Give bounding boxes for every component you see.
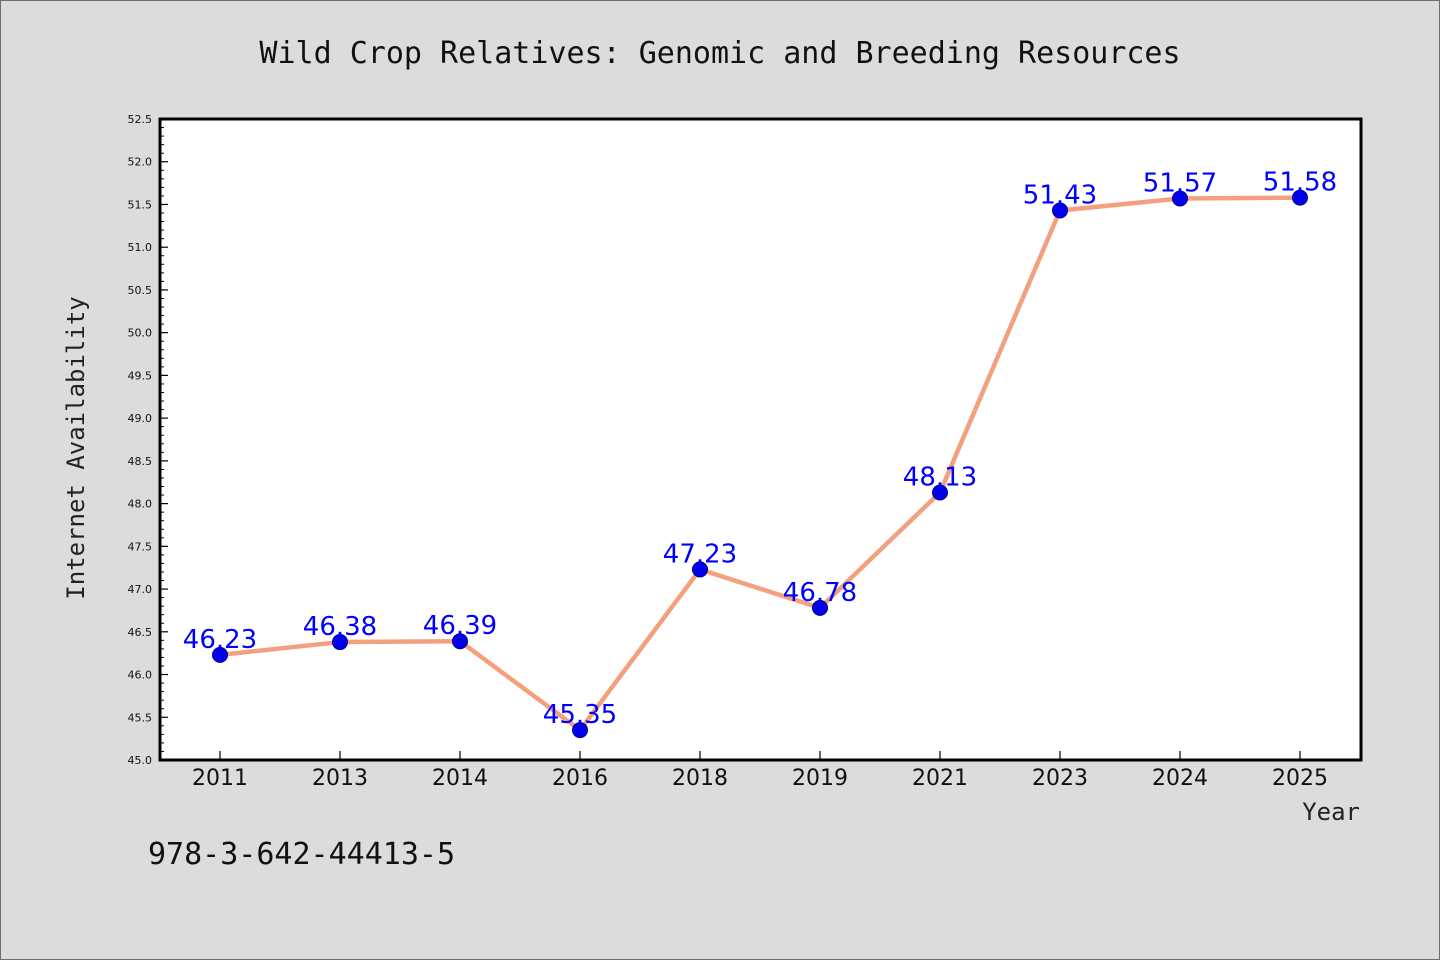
data-point bbox=[692, 561, 708, 578]
y-tick-label: 45.0 bbox=[128, 754, 153, 767]
data-label: 46.78 bbox=[783, 578, 857, 608]
y-tick-label: 47.0 bbox=[128, 583, 153, 596]
y-tick-label: 46.0 bbox=[128, 669, 153, 682]
x-axis-title: Year bbox=[1302, 798, 1360, 826]
y-tick-label: 52.5 bbox=[128, 113, 153, 126]
data-label: 46.23 bbox=[183, 625, 257, 655]
x-tick-label: 2018 bbox=[672, 766, 728, 791]
data-point bbox=[572, 722, 588, 739]
data-label: 46.39 bbox=[423, 611, 497, 641]
chart-title: Wild Crop Relatives: Genomic and Breedin… bbox=[259, 36, 1180, 71]
data-point bbox=[1052, 202, 1068, 219]
plot-area bbox=[158, 117, 1363, 762]
data-label: 48.13 bbox=[903, 462, 977, 492]
data-point bbox=[332, 634, 348, 651]
y-tick-label: 50.0 bbox=[128, 327, 153, 340]
y-tick-label: 51.5 bbox=[128, 198, 153, 211]
data-label: 47.23 bbox=[663, 539, 737, 569]
x-tick-label: 2014 bbox=[432, 766, 488, 791]
y-tick-label: 51.0 bbox=[128, 241, 153, 254]
y-tick-label: 50.5 bbox=[128, 284, 153, 297]
data-label: 51.57 bbox=[1143, 168, 1217, 198]
y-tick-label: 48.0 bbox=[128, 498, 153, 511]
y-tick-label: 47.5 bbox=[128, 540, 153, 553]
data-label: 51.43 bbox=[1023, 180, 1097, 210]
data-point bbox=[812, 599, 828, 616]
x-tick-label: 2011 bbox=[192, 766, 248, 791]
y-tick-label: 45.5 bbox=[128, 711, 153, 724]
y-axis-title: Internet Availability bbox=[62, 296, 90, 599]
data-point bbox=[932, 484, 948, 501]
data-label: 46.38 bbox=[303, 612, 377, 642]
y-tick-label: 49.5 bbox=[128, 369, 153, 382]
isbn-text: 978-3-642-44413-5 bbox=[148, 837, 455, 872]
y-tick-label: 48.5 bbox=[128, 455, 153, 468]
x-tick-label: 2023 bbox=[1032, 766, 1088, 791]
x-tick-label: 2024 bbox=[1152, 766, 1208, 791]
x-tick-label: 2013 bbox=[312, 766, 368, 791]
y-tick-label: 52.0 bbox=[128, 156, 153, 169]
data-point bbox=[452, 633, 468, 650]
data-labels-group: 46.23 46.38 46.39 45.35 47.23 46.78 48.13 51.43… bbox=[183, 168, 1337, 730]
x-tick-label: 2019 bbox=[792, 766, 848, 791]
data-label: 51.58 bbox=[1263, 168, 1337, 198]
data-label: 45.35 bbox=[543, 700, 617, 730]
data-point bbox=[1292, 189, 1308, 206]
data-point bbox=[212, 646, 228, 663]
x-tick-label: 2025 bbox=[1272, 766, 1328, 791]
series-group bbox=[212, 189, 1308, 739]
y-tick-label: 46.5 bbox=[128, 626, 153, 639]
x-axis-ticks: 2011 2013 2014 2016 2018 2019 2021 2023 2024 2025 bbox=[192, 751, 1328, 791]
y-axis-ticks: 45.0 45.5 46.0 46.5 47.0 47.5 48.0 48.5 49.0 49.5… bbox=[128, 113, 168, 767]
x-tick-label: 2016 bbox=[552, 766, 608, 791]
x-tick-label: 2021 bbox=[912, 766, 968, 791]
data-point bbox=[1172, 190, 1188, 207]
y-tick-label: 49.0 bbox=[128, 412, 153, 425]
series-line bbox=[217, 195, 1303, 733]
